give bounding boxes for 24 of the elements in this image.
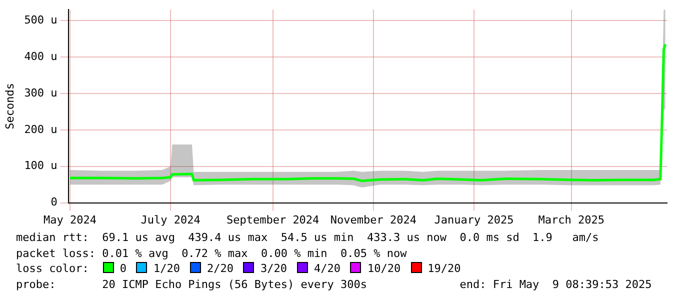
x-tick-label: May 2024 [43,213,97,226]
x-tick-label: November 2024 [330,213,417,226]
text: 4/20 [314,262,340,275]
text: 2/20 [206,262,234,275]
text: loss color: [16,262,89,275]
y-tick-label: 300 u [24,86,58,100]
text: 10/20 [367,262,401,275]
x-tick-label: July 2024 [140,213,201,226]
y-tick-label: 100 u [24,159,58,172]
text: 19/20 [428,262,461,275]
y-axis-title: Seconds [3,83,16,130]
text: 0 [120,262,126,275]
y-tick-label: 0 [50,196,58,209]
text: 1/20 [153,262,180,275]
y-tick-label: 500 u [24,13,58,26]
text: probe: 20 ICMP Echo Pings (56 Bytes) every 300s end: Fri May 9 08:39:53 2025 [16,276,653,292]
x-tick-label: March 2025 [538,213,604,226]
text: median rtt: 69.1 us avg 439.4 us max 54.5 us min 433.3 us now 0.0 ms sd 1.9 am/s [16,230,600,246]
y-tick-label: 200 u [24,122,58,136]
x-tick-label: September 2024 [226,213,320,226]
x-tick-label: January 2025 [434,213,514,226]
text: 3/20 [260,262,287,275]
text: packet loss: 0.01 % avg 0.72 % max 0.00 % min 0.05 % now [16,246,408,261]
y-tick-label: 400 u [24,50,58,63]
